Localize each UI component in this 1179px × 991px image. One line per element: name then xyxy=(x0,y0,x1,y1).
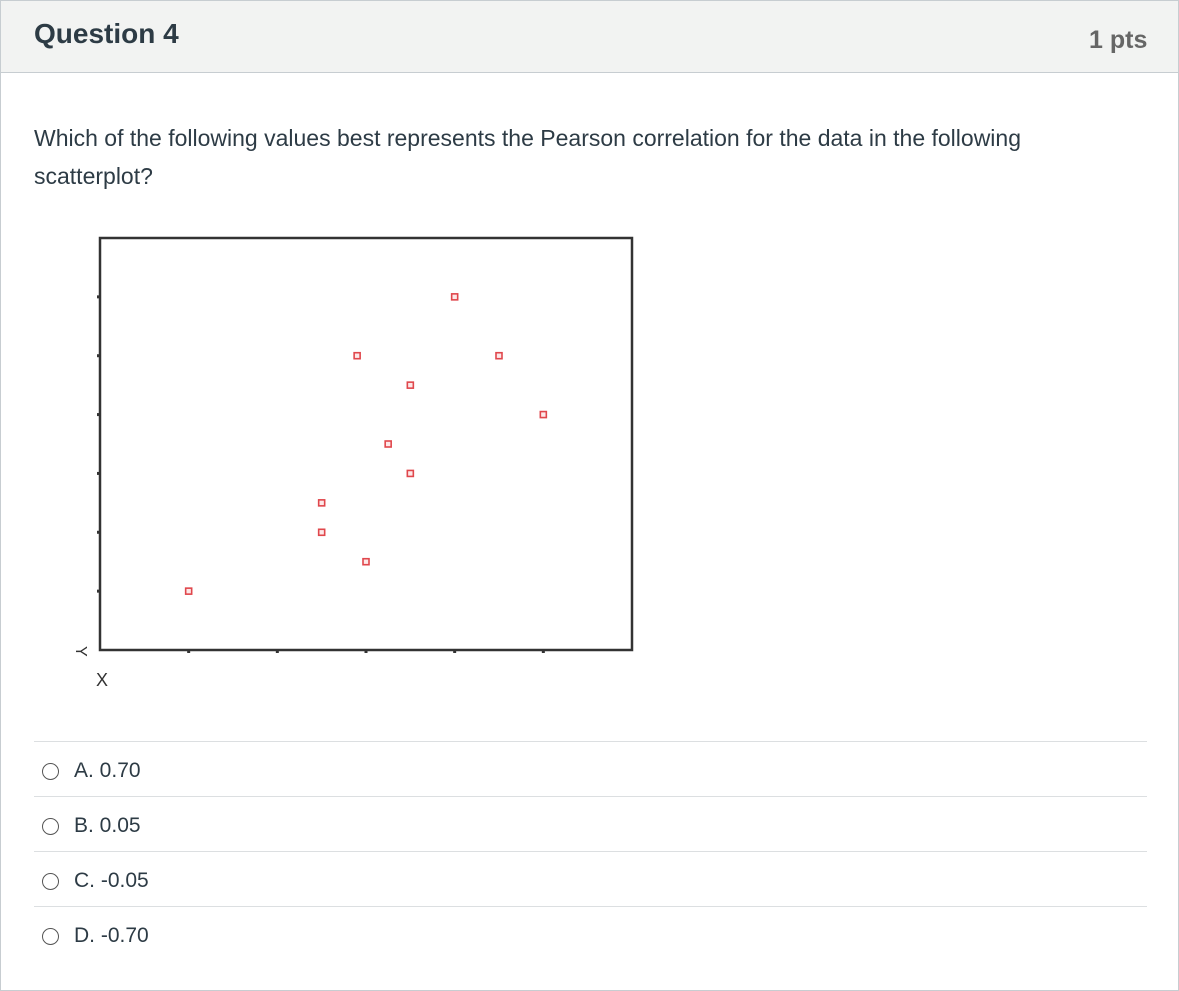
data-point xyxy=(495,351,503,360)
x-axis-label: X xyxy=(96,670,108,690)
answer-list: A. 0.70 B. 0.05 C. -0.05 D. -0.70 xyxy=(34,741,1147,961)
y-axis-label: Y xyxy=(72,646,89,657)
radio-button[interactable] xyxy=(42,763,59,780)
data-point xyxy=(539,410,548,419)
data-point xyxy=(450,293,459,301)
data-point xyxy=(406,381,415,389)
data-point xyxy=(353,351,361,360)
data-point xyxy=(384,440,392,448)
answer-option-b[interactable]: B. 0.05 xyxy=(34,796,1147,851)
axis-ticks xyxy=(97,295,545,653)
scatterplot-svg: Y X xyxy=(72,236,634,690)
data-point xyxy=(406,469,415,478)
answer-option-a[interactable]: A. 0.70 xyxy=(34,741,1147,796)
radio-button[interactable] xyxy=(42,873,59,890)
question-header: Question 4 1 pts xyxy=(1,1,1178,73)
data-point xyxy=(317,499,326,507)
answer-label: C. -0.05 xyxy=(74,869,149,892)
plot-frame xyxy=(98,236,634,652)
answer-label: A. 0.70 xyxy=(74,759,141,782)
question-text: Which of the following values best repre… xyxy=(34,125,1022,189)
answer-option-c[interactable]: C. -0.05 xyxy=(34,851,1147,906)
data-points xyxy=(184,293,548,595)
radio-button[interactable] xyxy=(42,928,59,945)
data-point xyxy=(362,557,370,566)
radio-button[interactable] xyxy=(42,818,59,835)
answer-option-d[interactable]: D. -0.70 xyxy=(34,906,1147,961)
answer-label: B. 0.05 xyxy=(74,814,141,837)
data-point xyxy=(317,528,326,537)
data-point xyxy=(184,587,193,595)
scatterplot: Y X xyxy=(56,226,656,696)
points-label: 1 pts xyxy=(1089,26,1148,54)
answer-label: D. -0.70 xyxy=(74,924,149,947)
question-title: Question 4 xyxy=(34,18,179,49)
